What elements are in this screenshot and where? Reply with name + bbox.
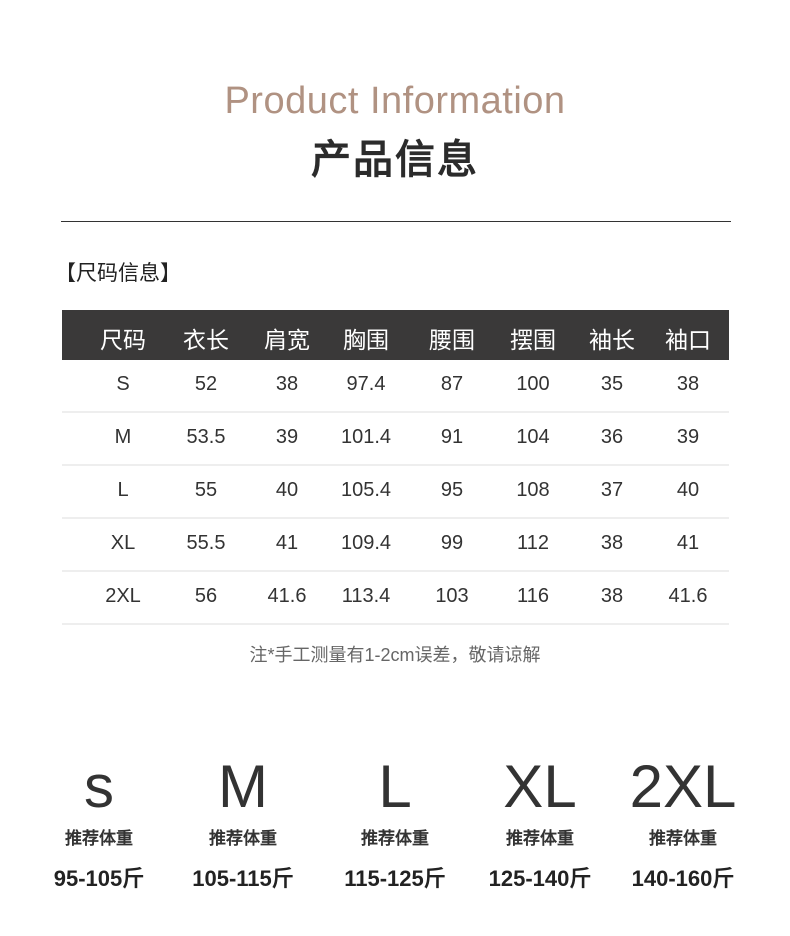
column-header: 摆围 [510,327,556,353]
weight-range: 95-105斤 [53,866,145,891]
table-cell: 97.4 [346,373,386,395]
column-header: 腰围 [429,327,475,353]
weight-range: 125-140斤 [488,866,592,891]
section-title: 【尺码信息】 [55,262,181,285]
table-cell: 39 [275,426,299,448]
table-cell: 38 [676,373,700,395]
table-cell: 55.5 [186,532,226,554]
size-table: 尺码 衣长 肩宽 胸围 腰围 摆围 袖长 袖口 S 52 38 97.4 87 100 35 38 M 53.5… [62,310,729,625]
table-cell: 2XL [105,585,141,607]
table-header: 尺码 衣长 肩宽 胸围 腰围 摆围 袖长 袖口 [62,310,729,360]
table-cell: 39 [676,426,700,448]
size-label: 2XL [629,753,737,820]
table-cell: 99 [440,532,464,554]
size-recommendation: 2XL 推荐体重 140-160斤 [603,752,763,893]
size-recommendation: L 推荐体重 115-125斤 [315,752,475,893]
weight-range: 105-115斤 [192,866,294,891]
table-row: S 52 38 97.4 87 100 35 38 [62,360,729,413]
table-cell: 53.5 [186,426,226,448]
table-cell: L [117,479,129,501]
table-row: XL 55.5 41 109.4 99 112 38 41 [62,519,729,572]
table-cell: 95 [440,479,464,501]
table-cell: 38 [600,585,624,607]
size-label: M [218,753,268,820]
table-cell: 36 [600,426,624,448]
table-cell: 37 [600,479,624,501]
table-cell: 87 [440,373,464,395]
column-header: 袖口 [665,327,711,353]
size-recommendation: s 推荐体重 95-105斤 [19,752,179,893]
size-label: s [84,753,114,820]
weight-range: 115-125斤 [344,866,446,891]
table-cell: 112 [517,532,549,554]
table-row: L 55 40 105.4 95 108 37 40 [62,466,729,519]
measurement-note: 注*手工测量有1-2cm误差，敬请谅解 [249,645,541,665]
table-cell: 91 [440,426,464,448]
table-cell: 38 [275,373,299,395]
table-cell: 41 [676,532,700,554]
table-cell: 35 [600,373,624,395]
weight-label: 推荐体重 [649,829,717,848]
weight-label: 推荐体重 [65,829,133,848]
size-label: L [378,753,412,820]
table-cell: 56 [194,585,218,607]
size-label: XL [503,753,577,820]
table-cell: M [114,426,132,448]
table-cell: 113.4 [341,585,391,607]
column-header: 尺码 [100,327,146,353]
weight-label: 推荐体重 [361,829,429,848]
table-row: M 53.5 39 101.4 91 104 36 39 [62,413,729,466]
table-cell: 103 [435,585,469,607]
table-cell: 109.4 [340,532,392,554]
table-cell: 52 [194,373,218,395]
table-cell: 41.6 [668,585,708,607]
table-row: 2XL 56 41.6 113.4 103 116 38 41.6 [62,572,729,625]
table-cell: 104 [516,426,550,448]
size-recommendation: XL 推荐体重 125-140斤 [460,752,620,893]
table-cell: 41 [275,532,299,554]
table-cell: 108 [516,479,550,501]
title-english: Product Information [224,80,566,122]
table-cell: 100 [516,373,550,395]
table-cell: 40 [676,479,700,501]
table-cell: 55 [194,479,218,501]
title-chinese: 产品信息 [311,138,479,182]
weight-label: 推荐体重 [209,829,277,848]
column-header: 衣长 [183,327,229,353]
weight-range: 140-160斤 [631,866,735,891]
column-header: 胸围 [343,327,389,353]
table-cell: 40 [275,479,299,501]
table-cell: 38 [600,532,624,554]
column-header: 肩宽 [264,327,310,353]
column-header: 袖长 [589,327,635,353]
weight-label: 推荐体重 [506,829,574,848]
table-cell: 105.4 [340,479,392,501]
table-cell: 41.6 [267,585,307,607]
table-cell: S [116,373,130,395]
table-cell: 101.4 [340,426,392,448]
divider [61,221,731,222]
table-cell: 116 [517,585,549,607]
size-recommendation: M 推荐体重 105-115斤 [163,752,323,893]
table-cell: XL [110,532,136,554]
